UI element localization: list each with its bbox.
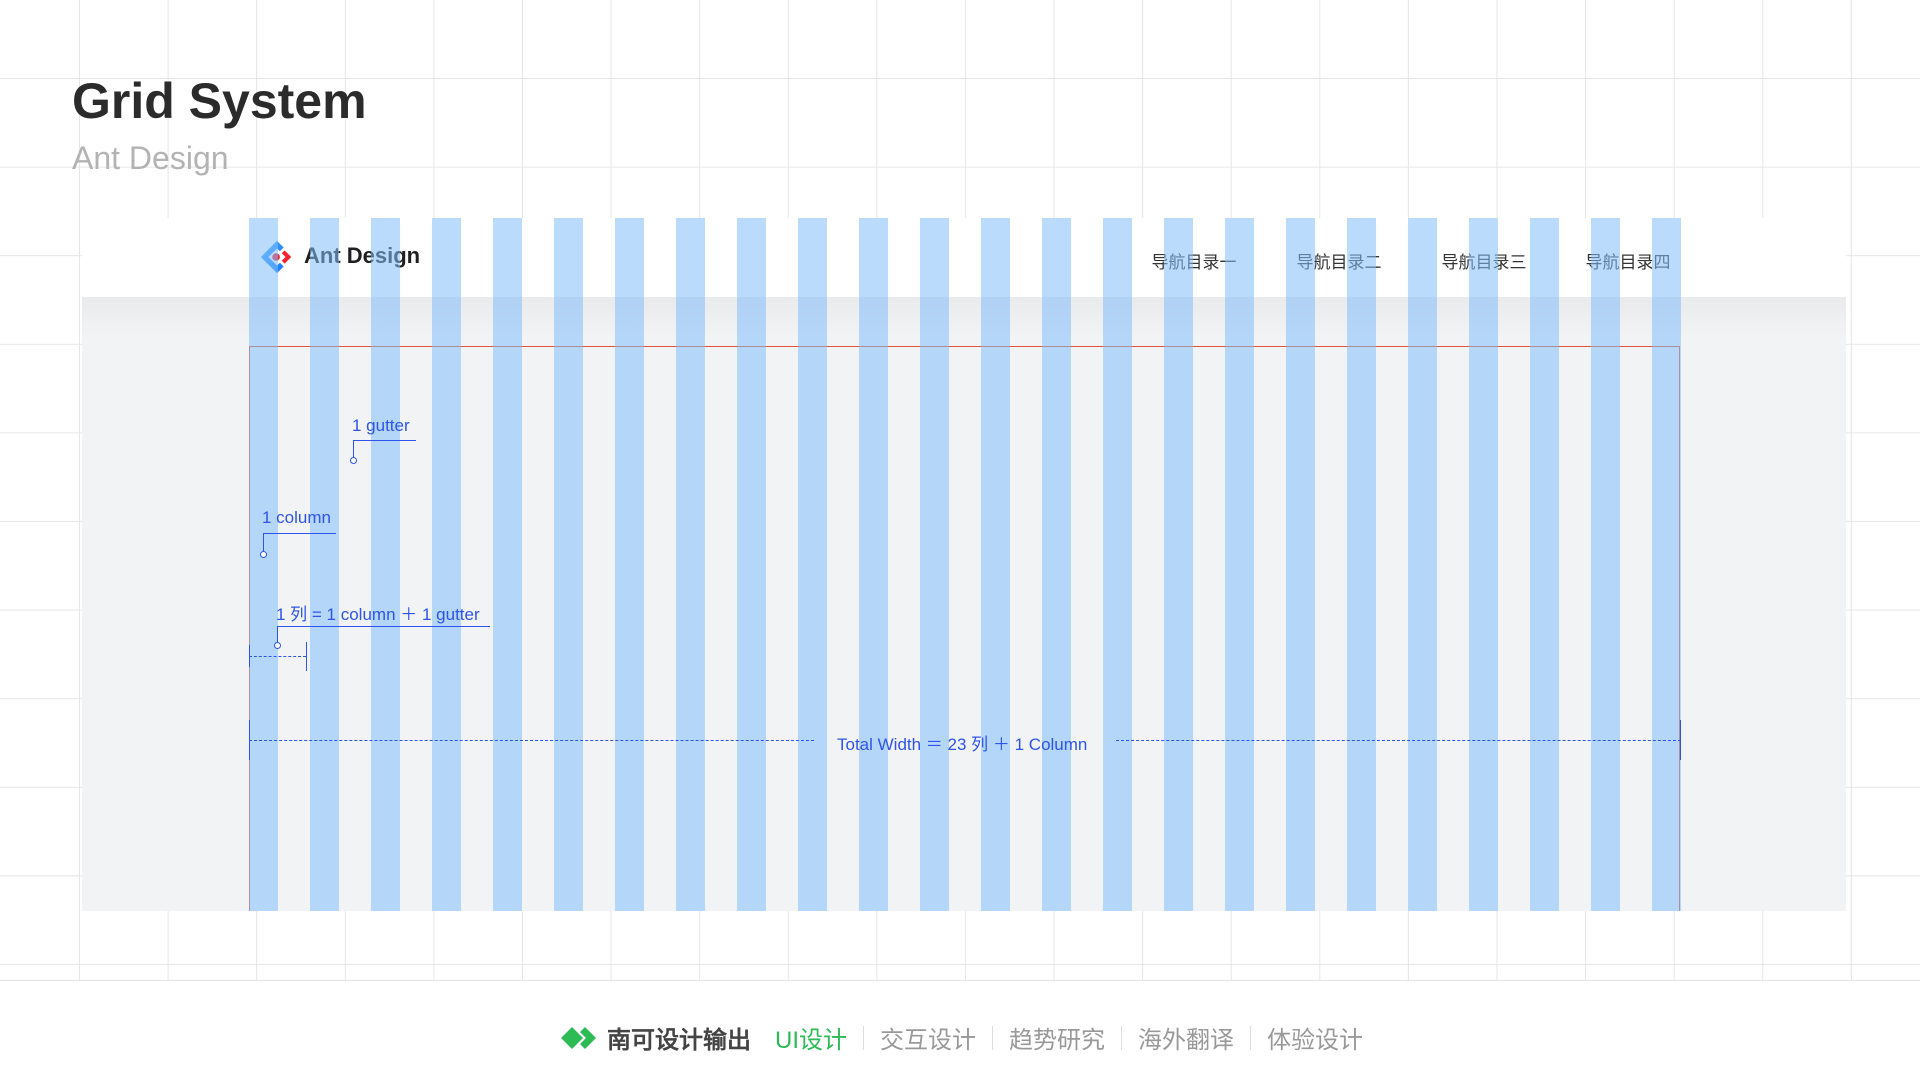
total-tick-left xyxy=(249,720,250,760)
gutter-leader-v xyxy=(353,440,354,458)
grid-column xyxy=(493,218,522,911)
column-label: 1 column xyxy=(262,508,331,527)
unit-tick-right xyxy=(306,642,307,671)
total-measure-right xyxy=(1116,740,1681,741)
grid-column xyxy=(1469,218,1498,911)
separator xyxy=(992,1025,993,1050)
unit-marker xyxy=(274,642,281,649)
unit-label: 1 列 = 1 column ＋ 1 gutter xyxy=(276,605,480,624)
gutter-leader xyxy=(353,440,416,441)
footer-tab-interaction[interactable]: 交互设计 xyxy=(880,1027,976,1054)
grid-column xyxy=(1042,218,1071,911)
footer: 南可设计输出 UI设计 交互设计 趋势研究 海外翻译 体验设计 xyxy=(561,1020,1363,1055)
separator xyxy=(863,1025,864,1050)
total-width-label: Total Width ＝ 23 列 ＋ 1 Column xyxy=(837,735,1088,754)
unit-leader xyxy=(277,626,490,627)
page-title: Grid System xyxy=(72,73,367,129)
grid-column xyxy=(798,218,827,911)
unit-tick-left xyxy=(249,645,250,667)
gutter-label: 1 gutter xyxy=(352,416,410,435)
gutter-marker xyxy=(350,457,357,464)
grid-column xyxy=(249,218,278,911)
nanke-logo-icon xyxy=(561,1026,596,1049)
grid-column xyxy=(1225,218,1254,911)
grid-column xyxy=(1347,218,1376,911)
column-leader xyxy=(263,533,336,534)
column-leader-v xyxy=(263,533,264,552)
total-measure-left xyxy=(249,740,814,741)
grid-column xyxy=(1408,218,1437,911)
grid-column xyxy=(1530,218,1559,911)
separator xyxy=(1250,1025,1251,1050)
total-tick-right xyxy=(1680,720,1681,760)
footer-brand: 南可设计输出 xyxy=(607,1027,751,1054)
grid-column xyxy=(615,218,644,911)
grid-column xyxy=(920,218,949,911)
grid-column xyxy=(310,218,339,911)
grid-column xyxy=(1591,218,1620,911)
grid-column xyxy=(1652,218,1681,911)
separator xyxy=(1121,1025,1122,1050)
grid-column xyxy=(371,218,400,911)
unit-measure xyxy=(249,656,306,657)
unit-leader-v xyxy=(277,626,278,643)
footer-tab-trends[interactable]: 趋势研究 xyxy=(1009,1027,1105,1054)
page-subtitle: Ant Design xyxy=(72,140,229,176)
grid-column xyxy=(981,218,1010,911)
grid-column xyxy=(1286,218,1315,911)
grid-column xyxy=(554,218,583,911)
grid-column xyxy=(1164,218,1193,911)
column-marker xyxy=(260,551,267,558)
grid-column xyxy=(737,218,766,911)
grid-column xyxy=(859,218,888,911)
grid-column xyxy=(676,218,705,911)
footer-tab-translation[interactable]: 海外翻译 xyxy=(1138,1027,1234,1054)
grid-column xyxy=(1103,218,1132,911)
footer-tab-ui[interactable]: UI设计 xyxy=(775,1027,847,1054)
divider xyxy=(0,980,1920,981)
footer-tab-experience[interactable]: 体验设计 xyxy=(1267,1027,1363,1054)
grid-columns xyxy=(249,218,1681,911)
grid-column xyxy=(432,218,461,911)
